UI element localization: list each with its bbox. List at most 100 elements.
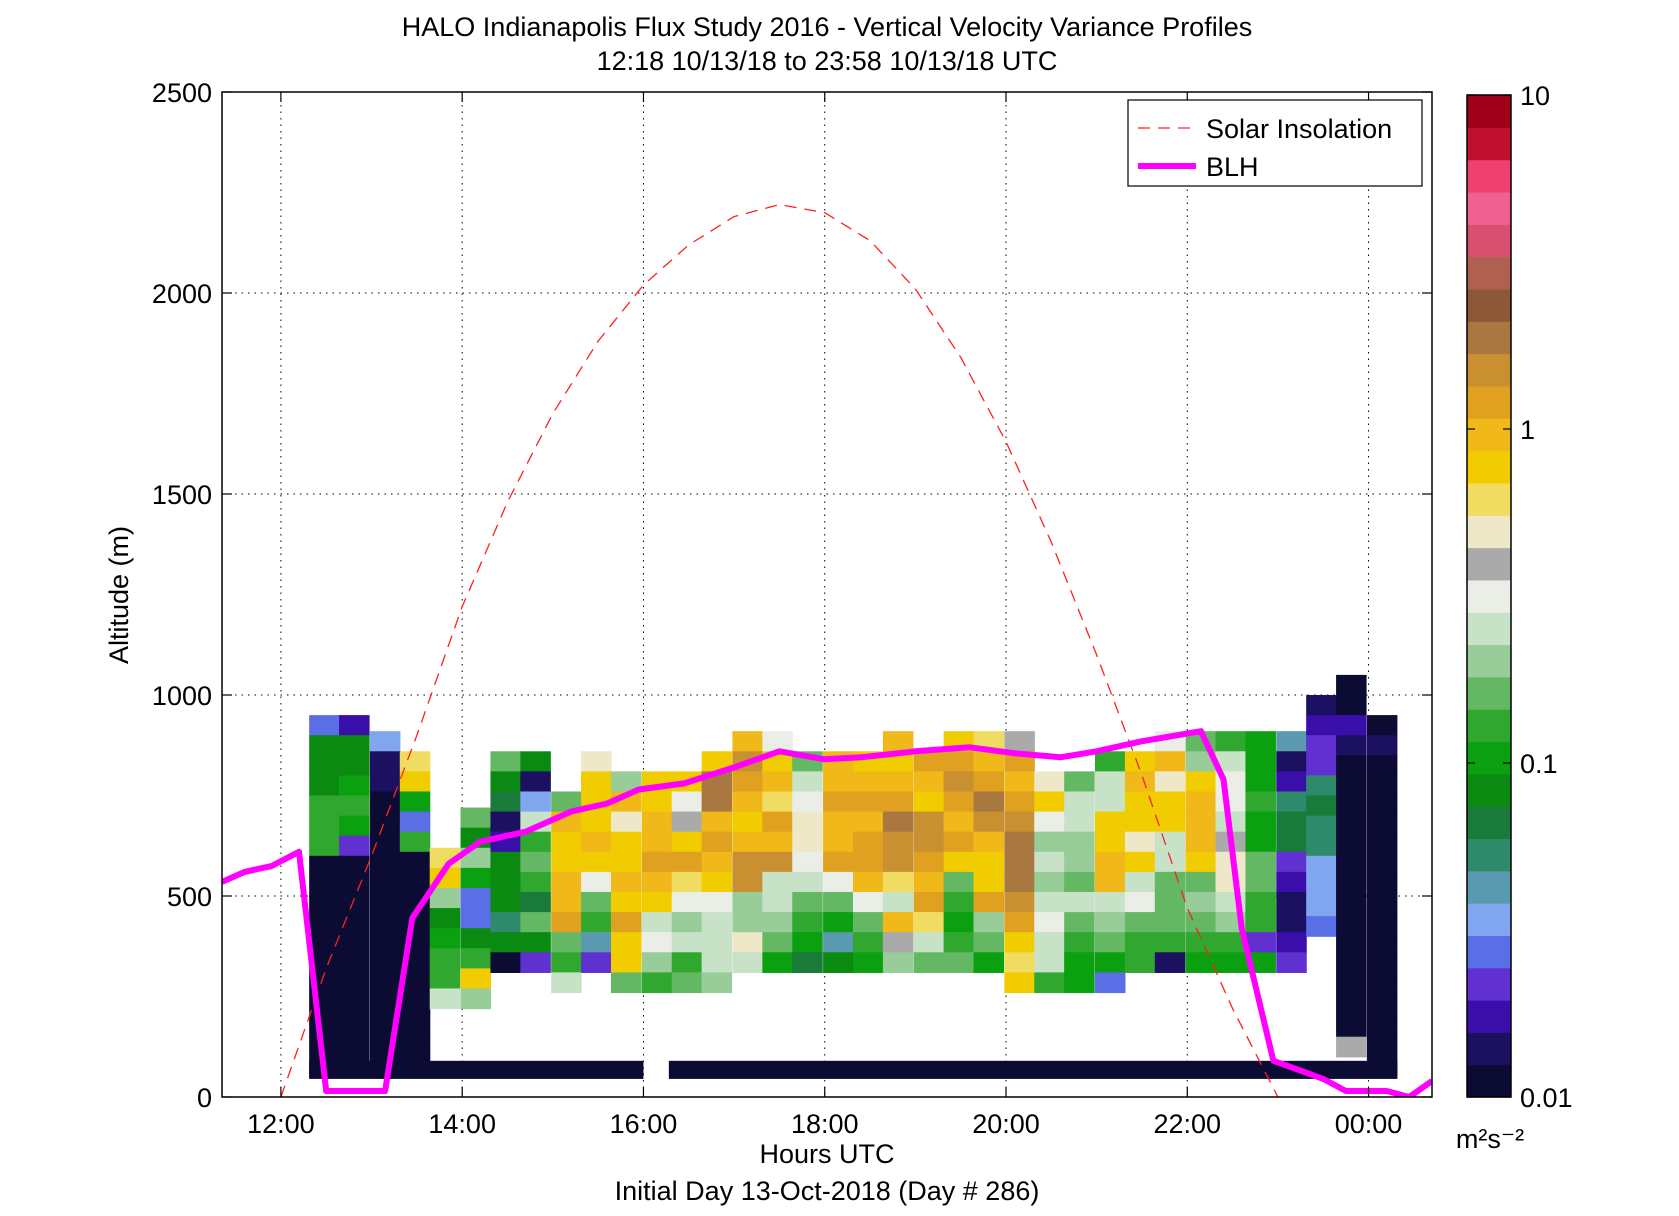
heatmap-cell [1366,755,1398,776]
heatmap-cell [913,831,945,853]
heatmap-cell [701,932,733,953]
y-tick-label: 0 [197,1083,212,1113]
heatmap-cell [339,795,370,817]
heatmap-cell [1004,871,1035,893]
heatmap-cell [339,996,370,1018]
heatmap-cell [1366,916,1398,937]
heatmap-cell [369,771,401,793]
heatmap-cell [1306,735,1337,756]
heatmap-cell [1154,912,1186,933]
heatmap-cell [551,912,582,933]
heatmap-cell [1276,791,1307,813]
heatmap-cell [1306,795,1337,817]
heatmap-cell [369,952,401,973]
y-tick-label: 2000 [152,279,212,309]
heatmap-cell [1064,871,1095,893]
heatmap-cell [1245,831,1276,853]
heatmap-cell [792,771,823,793]
heatmap-cell [1064,851,1095,873]
heatmap-cell [762,771,793,793]
heatmap-cell [339,735,370,756]
heatmap-cell [339,815,370,837]
heatmap-cell [641,851,673,873]
heatmap-cell [520,851,551,873]
heatmap-cell [610,851,642,873]
colorbar-swatch [1467,418,1511,452]
heatmap-cell [913,912,945,933]
series-lines [222,203,1432,1097]
heatmap-cell [1154,811,1186,833]
heatmap-cell [1276,771,1307,793]
heatmap-cell [1336,936,1367,957]
heatmap-cell [1276,831,1307,853]
heatmap-cell [913,932,945,953]
heatmap-cell [792,871,823,893]
heatmap-cell [581,871,612,893]
heatmap-cell [1034,871,1065,893]
heatmap-cell [309,1016,340,1038]
heatmap-cell [551,831,582,853]
heatmap-cell [460,988,492,1010]
heatmap-cell [1124,811,1156,833]
heatmap-cell [309,815,340,837]
heatmap-cell [309,795,340,817]
heatmap-cell [701,952,733,973]
heatmap-cell [551,932,582,953]
heatmap-cell [671,891,703,913]
heatmap-cell [882,891,914,913]
heatmap-cell [671,871,703,893]
x-tick-label: 20:00 [972,1109,1040,1139]
heatmap-cell [671,831,703,853]
heatmap-cell [671,972,703,994]
heatmap-cell [1034,791,1065,813]
x-axis-label-secondary: Initial Day 13-Oct-2018 (Day # 286) [615,1176,1040,1206]
colorbar-units: m²s⁻² [1456,1124,1524,1154]
colorbar-swatch [1467,159,1511,193]
heatmap-cell [1034,932,1065,953]
x-tick-label: 16:00 [610,1109,678,1139]
heatmap-cell [641,891,673,913]
heatmap-cell [1185,751,1217,772]
colorbar [1467,95,1511,1098]
heatmap-cell [1154,831,1186,853]
heatmap-cell [490,871,521,893]
heatmap-cell [882,932,914,953]
heatmap-cell [732,771,763,793]
heatmap-cell [882,871,914,893]
heatmap-cell [369,831,401,853]
colorbar-swatch [1467,644,1511,678]
heatmap-cell [399,771,431,793]
heatmap-cell [490,952,521,973]
heatmap-cell [369,891,401,913]
heatmap-cell [1124,952,1156,973]
heatmap-cell [551,851,582,873]
colorbar-swatch [1467,1032,1511,1066]
heatmap-cell [581,932,612,953]
heatmap-cell [1336,795,1367,817]
heatmap-cell [309,835,340,857]
heatmap-cell [1306,855,1337,877]
heatmap-cell [762,831,793,853]
heatmap-cell [309,775,340,797]
heatmap-cell [701,811,733,833]
heatmap-cell [610,972,642,994]
heatmap-cell [1004,811,1035,833]
heatmap-cell [369,932,401,953]
heatmap-cell [520,952,551,973]
heatmap-cell [1154,932,1186,953]
heatmap-cell [762,731,793,752]
heatmap-cell [339,755,370,776]
heatmap-cell [823,771,854,793]
heatmap-cell [429,948,461,969]
heatmap-cell [1094,851,1126,873]
heatmap-cell [1245,851,1276,873]
colorbar-ticks: 0.01 0.1 1 10 [1467,81,1573,1113]
heatmap-cell [309,936,340,957]
heatmap-cell [1276,851,1307,873]
heatmap-cell [1336,896,1367,917]
heatmap-cell [1336,1016,1367,1038]
heatmap-cell [943,891,975,913]
heatmap-cell [610,771,642,793]
heatmap-cell [1306,715,1337,736]
heatmap-cell [1124,932,1156,953]
